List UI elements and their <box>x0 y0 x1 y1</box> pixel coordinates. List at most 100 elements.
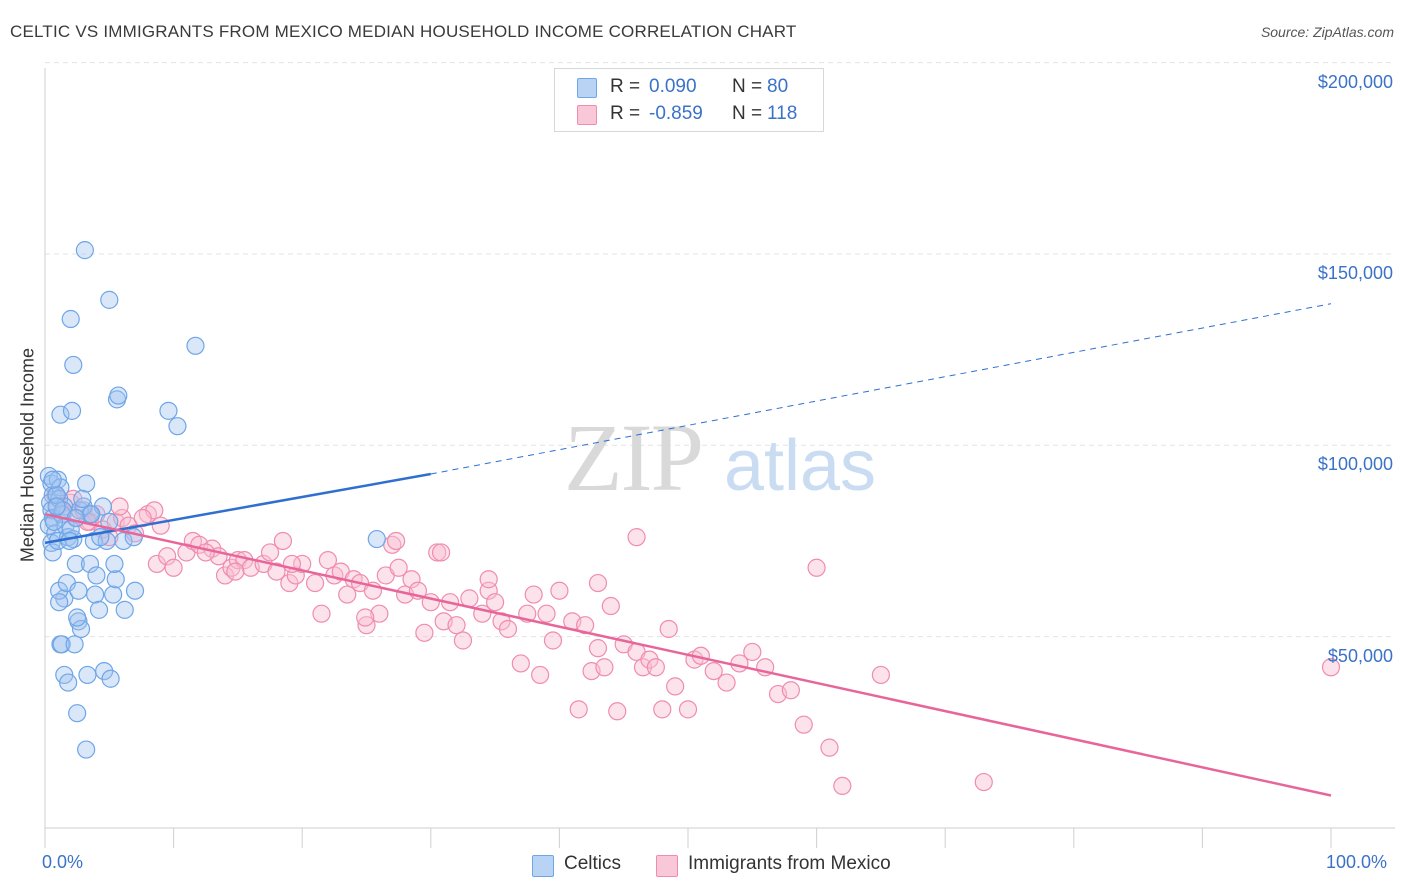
mexico-point <box>293 554 312 574</box>
mexico-point <box>428 543 447 562</box>
celtic-point <box>89 600 109 619</box>
watermark-zip: ZIP <box>564 404 702 511</box>
celtic-point <box>100 290 119 309</box>
legend-row-celtic: R = 0.090 N = 80 <box>577 74 817 100</box>
mexico-point <box>871 665 891 685</box>
celtic-point <box>86 585 105 604</box>
mexico-point <box>537 604 556 623</box>
correlation-legend: R = 0.090 N = 80 R = -0.859 N = 118 <box>554 68 824 132</box>
mexico-point <box>389 558 408 577</box>
celtic-swatch <box>577 78 597 98</box>
mexico-point <box>386 531 406 551</box>
series-mexico-points <box>46 485 1341 796</box>
mexico-point <box>158 547 177 566</box>
legend-r-value: 0.090 <box>649 76 697 97</box>
mexico-point <box>356 608 375 627</box>
mexico-point <box>576 616 595 635</box>
mexico-point <box>226 562 245 581</box>
celtic-point <box>106 570 125 589</box>
celtic-point <box>168 417 187 436</box>
mexico-point <box>743 642 762 662</box>
celtic-point <box>68 704 87 723</box>
mexico-point <box>659 619 678 639</box>
mexico-point <box>820 738 839 757</box>
mexico-point <box>550 581 569 600</box>
mexico-point <box>627 528 646 547</box>
mexico-point <box>338 585 357 604</box>
celtic-point <box>77 474 96 493</box>
mexico-point <box>498 619 518 639</box>
mexico-point <box>653 700 672 719</box>
mexico-point <box>531 665 550 685</box>
x-tick-label-max: 100.0% <box>1326 852 1388 872</box>
legend-label-celtic: Celtics <box>564 853 622 874</box>
legend-n-value: 80 <box>767 76 789 97</box>
celtic-point <box>367 529 386 549</box>
celtic-point <box>60 531 79 551</box>
mexico-point <box>431 543 451 562</box>
mexico-point <box>486 593 505 612</box>
legend-n-label: N = <box>732 103 763 124</box>
mexico-point <box>479 570 498 589</box>
celtic-point <box>125 581 145 600</box>
celtic-point <box>50 593 69 612</box>
mexico-point <box>196 543 215 562</box>
celtic-point <box>75 241 94 260</box>
mexico-point <box>312 604 331 623</box>
celtic-point <box>101 669 120 688</box>
legend-r-label: R = <box>610 103 641 124</box>
y-tick-label-50000: $50,000 <box>1327 645 1393 666</box>
celtic-point <box>78 665 97 685</box>
mexico-point <box>666 677 685 696</box>
mexico-point <box>704 661 723 681</box>
mexico-point <box>511 654 530 673</box>
celtic-point <box>47 497 66 516</box>
celtic-point <box>105 554 124 574</box>
mexico-point <box>595 658 614 677</box>
y-tick-label-100000: $100,000 <box>1317 454 1393 475</box>
mexico-point <box>807 558 826 577</box>
legend-r-value: -0.859 <box>649 103 703 124</box>
mexico-point <box>569 700 588 719</box>
mexico-trend-line <box>44 512 1332 797</box>
celtic-point <box>51 405 70 424</box>
celtic-point <box>115 600 134 619</box>
legend-row-mexico: R = -0.859 N = 118 <box>577 101 817 127</box>
celtic-swatch <box>532 855 554 877</box>
axes <box>44 68 1395 848</box>
mexico-point <box>974 772 993 792</box>
celtic-point <box>64 355 83 375</box>
mexico-point <box>543 631 563 650</box>
grid-lines <box>45 62 1395 638</box>
celtic-point <box>68 608 87 627</box>
celtic-point <box>87 566 106 585</box>
legend-r-label: R = <box>610 76 641 97</box>
series-celtic-points <box>39 241 386 759</box>
mexico-point <box>267 562 286 581</box>
celtic-point <box>59 673 78 692</box>
celtic-trend-line <box>44 472 432 545</box>
mexico-point <box>164 558 183 577</box>
mexico-point <box>646 658 665 677</box>
mexico-point <box>601 596 620 616</box>
y-tick-label-150000: $150,000 <box>1317 262 1393 283</box>
mexico-point <box>415 623 434 642</box>
celtic-point <box>73 489 92 508</box>
chart-title: CELTIC VS IMMIGRANTS FROM MEXICO MEDIAN … <box>10 22 797 41</box>
legend-label-mexico: Immigrants from Mexico <box>688 853 891 874</box>
mexico-point <box>833 776 852 796</box>
celtic-point <box>61 309 80 329</box>
mexico-point <box>110 497 129 516</box>
celtic-trend-extension <box>430 303 1332 475</box>
mexico-point <box>588 573 608 593</box>
x-tick-label-min: 0.0% <box>42 852 84 872</box>
mexico-point <box>273 531 293 551</box>
celtic-point <box>69 581 88 600</box>
celtic-point <box>77 740 96 759</box>
celtic-point <box>65 635 84 654</box>
celtic-point <box>62 401 82 420</box>
celtic-point <box>80 554 100 574</box>
mexico-point <box>357 616 376 635</box>
celtic-point <box>66 554 85 574</box>
